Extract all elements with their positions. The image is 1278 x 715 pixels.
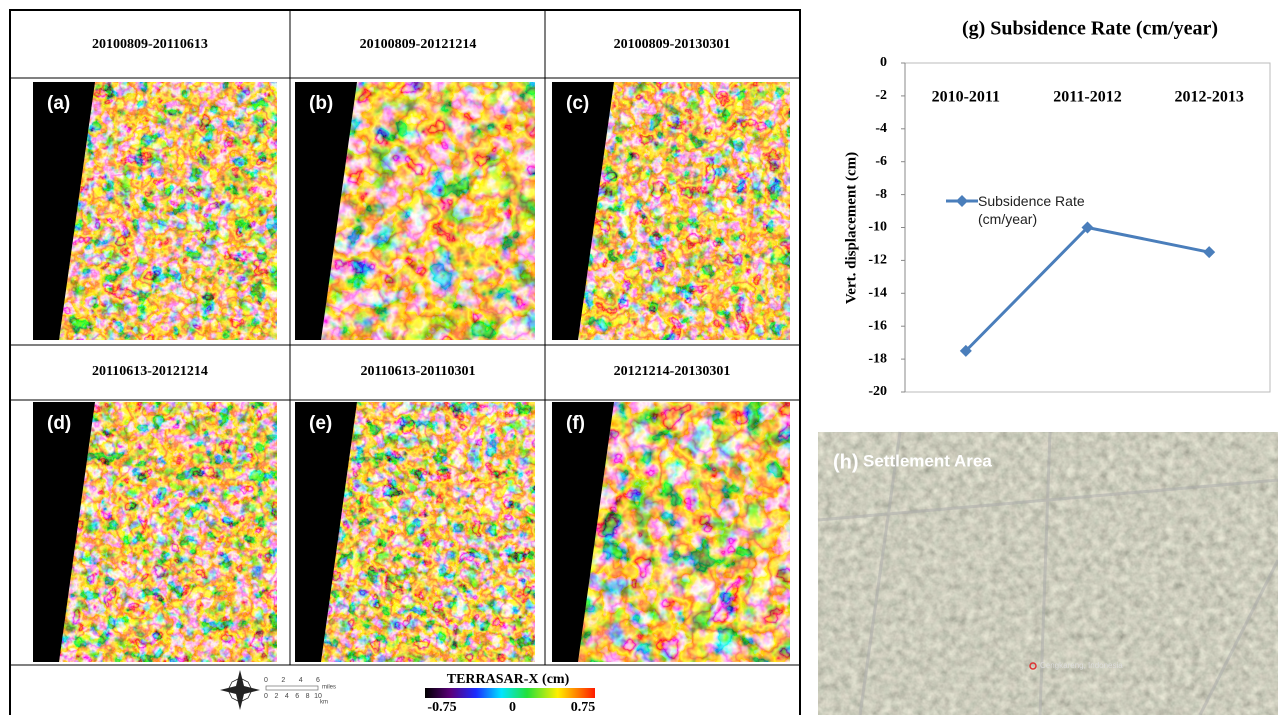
photo-label: (h) [833, 451, 859, 473]
x-tick-label: 2012-2013 [1175, 89, 1244, 106]
scale-bar [266, 686, 318, 690]
y-tick-label: -6 [875, 154, 887, 169]
colorbar [425, 688, 595, 698]
photo-title: Settlement Area [863, 451, 992, 470]
satellite-photo: (h) Settlement Area Cengkareng, Indonesi… [818, 432, 1278, 715]
colorbar-tick: 0.75 [571, 700, 596, 715]
panel-title: 20100809-20130301 [614, 37, 731, 52]
panel-title: 20110613-20110301 [360, 364, 475, 379]
panel-label: (e) [309, 413, 332, 434]
scale-label: 8 [306, 693, 310, 700]
panel-title: 20110613-20121214 [92, 364, 208, 379]
panel-title: 20100809-20110613 [92, 37, 208, 52]
y-tick-label: -4 [875, 121, 887, 136]
y-tick-label: -14 [868, 286, 887, 301]
figure: 20100809-20110613 (a) 20100809-20121214 (b)… [0, 0, 1278, 715]
panel-label: (c) [566, 93, 589, 114]
scale-label: 2 [274, 693, 278, 700]
marker [1203, 246, 1215, 258]
y-axis-label: Vert. displacement (cm) [843, 152, 859, 304]
panel-title: 20100809-20121214 [360, 37, 477, 52]
scale-unit: km [320, 700, 328, 706]
scale-label: 0 [264, 677, 268, 684]
y-tick-label: -10 [868, 220, 887, 235]
colorbar-title: TERRASAR-X (cm) [447, 672, 570, 687]
scale-label: 2 [281, 677, 285, 684]
scale-label: 4 [285, 693, 289, 700]
x-tick-label: 2011-2012 [1053, 89, 1121, 106]
panel-label: (d) [47, 413, 71, 434]
panel-label: (a) [47, 93, 70, 114]
scale-label: 0 [264, 693, 268, 700]
line [966, 228, 1209, 351]
legend-label: Subsidence Rate (cm/year) [978, 192, 1098, 228]
y-tick-label: -12 [868, 253, 887, 268]
legend-marker [956, 195, 968, 207]
y-tick-label: -20 [868, 384, 887, 399]
y-tick-label: 0 [880, 55, 887, 70]
y-tick-label: -8 [875, 187, 887, 202]
y-tick-label: -2 [875, 88, 887, 103]
colorbar-tick: -0.75 [427, 700, 456, 715]
chart-title: (g) Subsidence Rate (cm/year) [962, 18, 1218, 40]
panel-label: (f) [566, 413, 585, 434]
scale-label: 6 [295, 693, 299, 700]
panel-label: (b) [309, 93, 333, 114]
scale-label: 6 [316, 677, 320, 684]
panel-title: 20121214-20130301 [614, 364, 731, 379]
colorbar-tick: 0 [509, 700, 516, 715]
photo-place: Cengkareng, Indonesia [1040, 661, 1123, 670]
figure-canvas: 20100809-20110613 (a) 20100809-20121214 (b)… [0, 0, 1278, 715]
y-tick-label: -16 [868, 318, 887, 333]
y-tick-label: -18 [868, 351, 887, 366]
compass [220, 670, 260, 710]
scale-label: 4 [299, 677, 303, 684]
scale-unit: miles [322, 685, 336, 691]
x-tick-label: 2010-2011 [932, 89, 1000, 106]
